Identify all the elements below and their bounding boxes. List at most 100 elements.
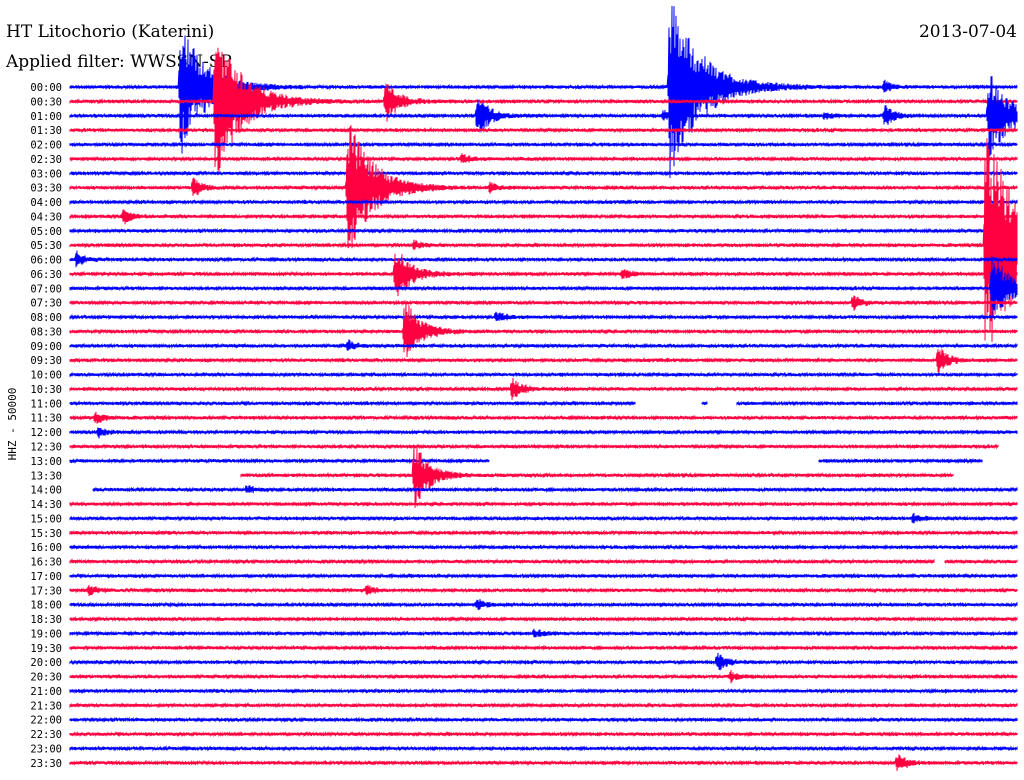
trace-row-2300 (69, 745, 1018, 752)
row-tick-0700: 07:00 (30, 283, 62, 295)
row-tick-0200: 02:00 (30, 140, 62, 152)
trace-row-2230 (69, 730, 1018, 738)
trace-row-0330 (69, 125, 1018, 249)
trace-row-2130 (69, 702, 1018, 709)
row-tick-1300: 13:00 (30, 456, 62, 468)
row-tick-1400: 14:00 (30, 485, 62, 497)
row-tick-1200: 12:00 (30, 427, 62, 439)
trace-row-1730 (69, 584, 1018, 596)
row-tick-0600: 06:00 (30, 255, 62, 267)
row-tick-0530: 05:30 (30, 240, 62, 252)
row-tick-1800: 18:00 (30, 600, 62, 612)
trace-row-1530 (69, 529, 1018, 537)
trace-row-0930 (69, 349, 1018, 374)
row-tick-0300: 03:00 (30, 168, 62, 180)
row-tick-0430: 04:30 (30, 211, 62, 223)
trace-row-0130 (69, 126, 1018, 134)
filter-label: Applied filter: WWSSN-SP (5, 52, 232, 72)
trace-row-1800 (69, 598, 1018, 611)
trace-row-0600 (69, 250, 1018, 268)
trace-row-1500 (69, 512, 1018, 524)
trace-row-1130 (69, 411, 1018, 424)
row-tick-1600: 16:00 (30, 542, 62, 554)
row-tick-0100: 01:00 (30, 111, 62, 123)
trace-row-1900 (69, 628, 1018, 638)
trace-row-0700 (69, 256, 1018, 316)
trace-row-1630 (69, 558, 1018, 565)
trace-row-0200 (69, 141, 1018, 148)
trace-row-1400 (92, 485, 1018, 494)
trace-row-1030 (69, 377, 1018, 400)
trace-row-2100 (69, 687, 1018, 695)
row-tick-2100: 21:00 (30, 686, 62, 698)
row-tick-0500: 05:00 (30, 226, 62, 238)
channel-label: HHZ - 50000 (6, 388, 19, 461)
trace-row-2000 (69, 652, 1018, 671)
row-tick-1230: 12:30 (30, 442, 62, 454)
trace-row-2330 (69, 754, 1018, 771)
trace-row-0300 (69, 169, 1018, 177)
trace-row-1830 (69, 615, 1018, 623)
date-label: 2013-07-04 (919, 22, 1017, 42)
trace-row-1430 (69, 500, 1018, 508)
row-tick-2000: 20:00 (30, 657, 62, 669)
row-tick-0030: 00:30 (30, 96, 62, 108)
row-tick-1630: 16:30 (30, 557, 62, 569)
row-tick-1930: 19:30 (30, 643, 62, 655)
row-tick-0000: 00:00 (30, 82, 62, 94)
trace-row-0730 (69, 295, 1018, 311)
row-tick-2130: 21:30 (30, 700, 62, 712)
row-tick-2300: 23:00 (30, 744, 62, 756)
trace-row-0400 (69, 198, 1018, 206)
row-tick-0230: 02:30 (30, 154, 62, 166)
station-title: HT Litochorio (Katerini) (6, 22, 214, 42)
row-tick-0130: 01:30 (30, 125, 62, 137)
trace-row-2200 (69, 716, 1018, 724)
trace-row-2030 (69, 669, 1018, 684)
trace-row-0830 (69, 301, 1018, 358)
row-tick-0400: 04:00 (30, 197, 62, 209)
row-tick-1700: 17:00 (30, 571, 62, 583)
trace-row-1230 (69, 443, 999, 450)
row-tick-1730: 17:30 (30, 585, 62, 597)
trace-row-1100 (69, 400, 1018, 407)
row-tick-1430: 14:30 (30, 499, 62, 511)
trace-group (69, 5, 1018, 771)
trace-row-1700 (69, 572, 1018, 580)
trace-row-0430 (69, 209, 1018, 225)
row-tick-1030: 10:30 (30, 384, 62, 396)
row-tick-2230: 22:30 (30, 729, 62, 741)
row-tick-0900: 09:00 (30, 341, 62, 353)
row-tick-0330: 03:30 (30, 183, 62, 195)
trace-row-0630 (69, 253, 1018, 297)
row-tick-2030: 20:30 (30, 672, 62, 684)
trace-row-0800 (69, 311, 1018, 322)
row-tick-2330: 23:30 (30, 758, 62, 770)
row-tick-1130: 11:30 (30, 413, 62, 425)
trace-row-0900 (69, 339, 1018, 352)
row-tick-1830: 18:30 (30, 614, 62, 626)
trace-row-0030 (69, 47, 1018, 173)
row-tick-0830: 08:30 (30, 327, 62, 339)
row-tick-1330: 13:30 (30, 470, 62, 482)
trace-row-1930 (69, 644, 1018, 652)
row-tick-0730: 07:30 (30, 298, 62, 310)
row-tick-1900: 19:00 (30, 628, 62, 640)
trace-row-0230 (69, 153, 1018, 163)
trace-row-1600 (69, 543, 1018, 551)
trace-row-0500 (69, 227, 1018, 235)
trace-row-1330 (240, 444, 954, 508)
row-tick-0630: 06:30 (30, 269, 62, 281)
trace-row-0100 (69, 76, 1018, 166)
trace-row-0530 (69, 138, 1018, 342)
row-tick-0800: 08:00 (30, 312, 62, 324)
row-tick-0930: 09:30 (30, 355, 62, 367)
row-tick-labels: 00:00 00:30 01:00 01:30 02:00 02:30 03:00 03:30… (30, 82, 62, 770)
trace-row-1000 (69, 371, 1018, 378)
row-tick-1500: 15:00 (30, 513, 62, 525)
trace-row-1200 (69, 427, 1018, 439)
row-tick-1000: 10:00 (30, 370, 62, 382)
row-tick-2200: 22:00 (30, 715, 62, 727)
row-tick-1530: 15:30 (30, 528, 62, 540)
